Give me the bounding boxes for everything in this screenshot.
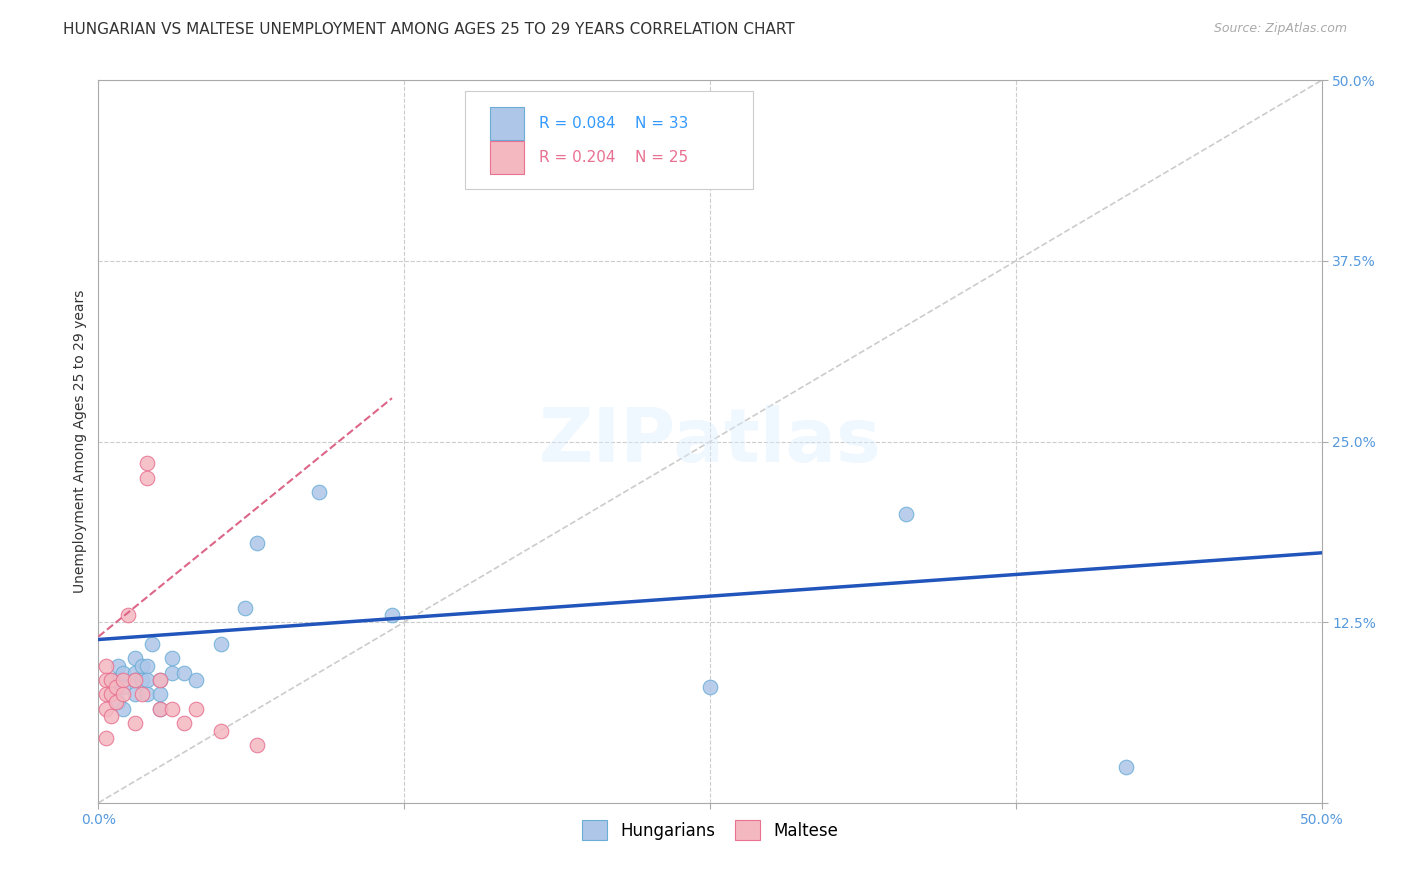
Point [136,470,159,484]
Point [141,637,163,651]
Point [124,716,146,731]
Point [381,607,404,622]
Text: HUNGARIAN VS MALTESE UNEMPLOYMENT AMONG AGES 25 TO 29 YEARS CORRELATION CHART: HUNGARIAN VS MALTESE UNEMPLOYMENT AMONG … [63,22,794,37]
Point [94,658,117,673]
Point [308,485,330,500]
Legend: Hungarians, Maltese: Hungarians, Maltese [574,812,846,848]
Point [160,665,183,680]
Point [699,680,721,694]
Point [186,702,208,716]
Point [160,702,183,716]
Bar [489,107,524,140]
Point [246,535,269,549]
Point [149,673,172,687]
Point [149,687,172,701]
Point [94,731,117,745]
Point [136,658,159,673]
Point [173,665,195,680]
FancyBboxPatch shape [465,91,752,189]
Point [173,716,195,731]
Point [246,738,269,752]
Bar [489,141,524,174]
Point [136,456,159,470]
Point [100,673,122,687]
Point [131,673,153,687]
Point [131,658,153,673]
Point [233,600,256,615]
Point [111,673,134,687]
Point [136,673,159,687]
Point [100,709,122,723]
Point [124,673,146,687]
Point [94,687,117,701]
Point [149,702,172,716]
Point [94,702,117,716]
Point [107,658,129,673]
Point [124,651,146,665]
Point [209,637,232,651]
Point [209,723,232,738]
Point [111,665,134,680]
Point [136,687,159,701]
Point [149,673,172,687]
Point [124,673,146,687]
Point [131,687,153,701]
Point [100,687,122,701]
Text: R = 0.204    N = 25: R = 0.204 N = 25 [538,150,688,165]
Point [100,687,122,701]
Point [111,687,134,701]
Text: ZIPatlas: ZIPatlas [538,405,882,478]
Y-axis label: Unemployment Among Ages 25 to 29 years: Unemployment Among Ages 25 to 29 years [73,290,87,593]
Text: Source: ZipAtlas.com: Source: ZipAtlas.com [1213,22,1347,36]
Point [160,651,183,665]
Point [124,687,146,701]
Point [149,702,172,716]
Point [104,695,127,709]
Text: R = 0.084    N = 33: R = 0.084 N = 33 [538,116,688,131]
Point [107,695,129,709]
Point [894,507,917,521]
Point [111,702,134,716]
Point [100,673,122,687]
Point [107,673,129,687]
Point [1115,760,1137,774]
Point [94,673,117,687]
Point [117,607,139,622]
Point [111,680,134,694]
Point [124,665,146,680]
Point [186,673,208,687]
Point [104,680,127,694]
